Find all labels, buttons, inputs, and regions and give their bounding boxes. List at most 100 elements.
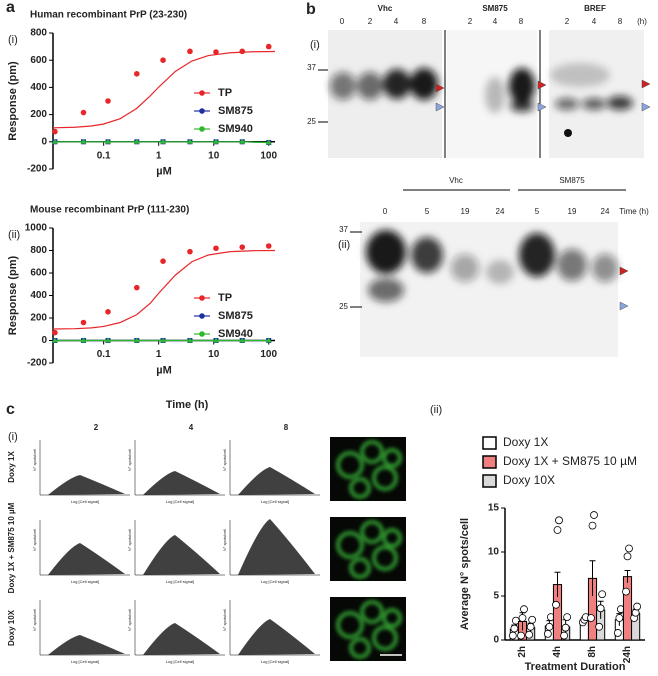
unit-label: Time (h) — [619, 207, 649, 216]
scatter-ylabel: N° spots/cell — [222, 449, 227, 471]
lane-label: 4 — [394, 17, 399, 26]
scatter-density — [48, 543, 125, 575]
group-label: SM875 — [559, 176, 585, 185]
x-tick-label: 10 — [208, 150, 220, 161]
y-tick-label: 0 — [41, 136, 47, 147]
scatter-density — [238, 619, 315, 655]
time-label: Time (h) — [166, 399, 209, 411]
row-label: Doxy 10X — [7, 609, 16, 646]
column-label: 2 — [94, 423, 99, 432]
point — [265, 243, 272, 249]
y-tick-label: 400 — [30, 82, 47, 93]
point — [212, 337, 219, 343]
data-point — [587, 614, 595, 622]
point — [133, 71, 140, 77]
data-point — [545, 622, 554, 631]
point — [187, 248, 193, 255]
scatter-ylabel: N° spots/cell — [222, 529, 227, 551]
point — [186, 138, 193, 144]
legend-label: Doxy 1X — [503, 435, 548, 449]
data-point — [520, 605, 528, 614]
mw-label: 37 — [339, 225, 348, 234]
point — [187, 48, 193, 55]
column-label: 8 — [284, 423, 289, 432]
lane-label: 5 — [425, 207, 430, 216]
group-label: Vhc — [378, 4, 393, 13]
lane-label: 19 — [568, 207, 577, 216]
lane-label: 24 — [496, 207, 505, 216]
scatter-density — [48, 475, 125, 495]
scatter-xlabel: Log [Cell signal] — [261, 579, 289, 584]
scatter-density — [48, 635, 125, 655]
data-point — [613, 629, 622, 637]
cell — [372, 545, 398, 571]
group-label: Vhc — [449, 176, 463, 185]
scatter-density — [143, 535, 220, 575]
legend-swatch — [482, 474, 497, 488]
point — [52, 329, 58, 336]
mw-label: 37 — [307, 63, 316, 72]
x-tick-label: 0.1 — [97, 349, 111, 360]
x-tick-label: 2h — [517, 646, 528, 658]
data-point — [590, 511, 598, 519]
scatter-xlabel: Log [Cell signal] — [71, 579, 99, 584]
scatter-xlabel: Log [Cell signal] — [71, 499, 99, 504]
error-bar — [624, 569, 631, 583]
data-point — [560, 631, 569, 640]
data-point — [623, 552, 632, 561]
scatter-xlabel: Log [Cell signal] — [166, 499, 194, 504]
data-point — [543, 629, 552, 638]
x-axis-label: Treatment Duration — [525, 661, 626, 673]
blot-i — [318, 30, 651, 158]
point — [105, 138, 112, 144]
data-point — [528, 615, 537, 624]
cell — [360, 440, 384, 464]
cell — [349, 637, 371, 659]
legend-marker — [199, 313, 205, 319]
point — [133, 284, 140, 291]
bar — [622, 576, 633, 641]
data-point — [596, 604, 605, 613]
cell — [349, 557, 371, 579]
lane-label: 8 — [618, 17, 623, 26]
point — [160, 138, 167, 144]
x-tick-label: 8h — [587, 646, 598, 658]
x-axis-label: µM — [156, 166, 172, 178]
data-point — [508, 631, 517, 640]
point — [160, 57, 166, 63]
group-label: BREF — [584, 4, 606, 13]
y-tick-label: 10 — [488, 547, 500, 558]
data-point — [633, 602, 642, 611]
data-point — [525, 630, 534, 639]
column-label: 4 — [189, 423, 194, 432]
x-axis-label: µM — [156, 364, 172, 376]
point — [160, 258, 166, 264]
panel-label: b — [306, 1, 316, 18]
y-tick-label: -200 — [27, 358, 47, 369]
lane-label: 19 — [461, 207, 470, 216]
cell — [382, 608, 402, 628]
scatter-ylabel: N° spots/cell — [127, 609, 132, 631]
blot-ii — [350, 189, 629, 357]
point — [80, 109, 87, 116]
sub-label: (ii) — [430, 404, 442, 416]
legend-marker — [199, 126, 205, 132]
lane-label: 4 — [592, 17, 597, 26]
lane-label: 4 — [493, 17, 498, 26]
cell-images: N° spots/cell Log [Cell signal] N° spots/c… — [32, 437, 406, 664]
point — [213, 245, 219, 252]
sub-label: (ii) — [8, 229, 20, 241]
point — [239, 337, 246, 343]
y-tick-label: 600 — [30, 55, 47, 66]
sub-label: (i) — [8, 34, 18, 46]
legend-marker — [199, 331, 205, 337]
data-point — [625, 544, 633, 553]
scatter-xlabel: Log [Cell signal] — [166, 659, 194, 664]
x-tick-label: 0.1 — [97, 150, 111, 161]
point — [51, 337, 58, 343]
data-point — [598, 590, 607, 599]
cell — [336, 451, 364, 479]
y-axis-label: Average N° spots/cell — [459, 518, 471, 630]
cell — [382, 528, 402, 548]
data-point — [555, 516, 563, 525]
